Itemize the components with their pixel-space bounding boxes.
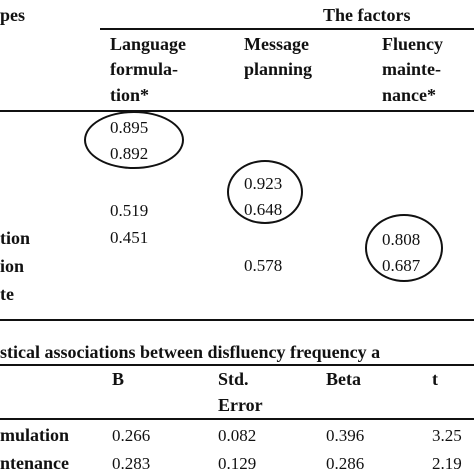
value-lang-4: 0.451 xyxy=(110,228,149,247)
row-label-3: te xyxy=(0,284,14,304)
table-cell-t: 2.19 xyxy=(432,454,462,473)
table2-header-rule xyxy=(0,418,474,420)
row-label-2: ion xyxy=(0,256,25,276)
header-b: B xyxy=(112,369,125,389)
row-label-1: tion xyxy=(0,228,31,248)
table-row-label: mulation xyxy=(0,425,70,445)
table-cell-b: 0.266 xyxy=(112,426,151,445)
table-cell-t: 3.25 xyxy=(432,426,462,445)
table1-header-left: pes xyxy=(0,5,26,25)
col-fluency-line2: mainte- xyxy=(382,59,441,79)
factors-rule xyxy=(100,28,474,30)
col-message-line1: Message xyxy=(244,34,309,54)
col-language-line2: formula- xyxy=(110,59,178,79)
table2-caption: stical associations between disfluency f… xyxy=(0,342,381,362)
highlight-oval-language xyxy=(84,111,184,169)
header-std-line2: Error xyxy=(218,395,263,415)
table2-top-rule xyxy=(0,364,474,366)
col-language-line3: tion* xyxy=(110,85,150,105)
table-cell-beta: 0.396 xyxy=(326,426,365,445)
table-cell-se: 0.129 xyxy=(218,454,257,473)
highlight-oval-fluency xyxy=(365,214,443,282)
col-fluency-line3: nance* xyxy=(382,85,436,105)
header-beta: Beta xyxy=(326,369,361,389)
table-cell-b: 0.283 xyxy=(112,454,151,473)
col-fluency-line1: Fluency xyxy=(382,34,443,54)
table-cell-se: 0.082 xyxy=(218,426,257,445)
value-lang-3: 0.519 xyxy=(110,201,149,220)
table1-header-rule xyxy=(0,110,474,112)
factors-label: The factors xyxy=(323,5,411,25)
highlight-oval-message xyxy=(227,160,303,224)
table1-bottom-rule xyxy=(0,319,474,321)
col-message-line2: planning xyxy=(244,59,313,79)
table-cell-beta: 0.286 xyxy=(326,454,365,473)
table-row-label: ntenance xyxy=(0,453,69,473)
header-t: t xyxy=(432,369,438,389)
value-msg-3: 0.578 xyxy=(244,256,283,275)
col-language-line1: Language xyxy=(110,34,187,54)
header-std-line1: Std. xyxy=(218,369,249,389)
